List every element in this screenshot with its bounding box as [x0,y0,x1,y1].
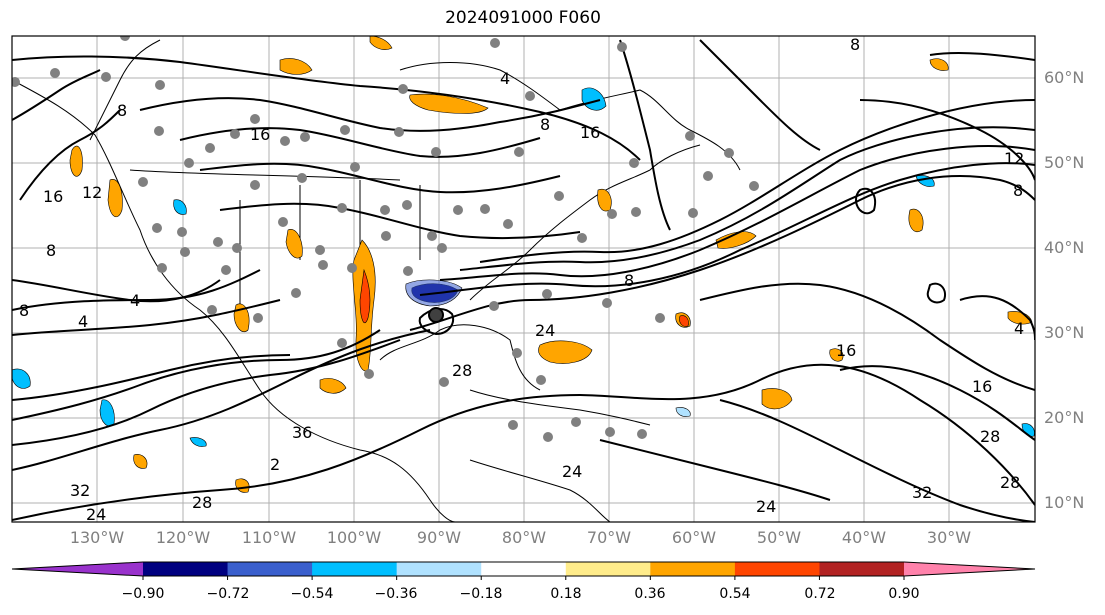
colorbar-segment [227,562,313,576]
lon-label-110w: 110°W [241,528,297,547]
colorbar-segment [565,562,651,576]
colorbar-tick: 0.54 [719,586,751,602]
contour-label: 8 [540,115,550,134]
lat-label-30n: 30°N [1044,323,1085,342]
lon-label-60w: 60°W [671,528,717,547]
lon-label-120w: 120°W [155,528,211,547]
contour-label: 16 [250,125,270,144]
lat-label-10n: 10°N [1044,493,1085,512]
contour-label: 8 [850,35,860,54]
lon-label-40w: 40°W [841,528,887,547]
lat-label-50n: 50°N [1044,153,1085,172]
lon-label-30w: 30°W [926,528,972,547]
lon-label-100w: 100°W [326,528,382,547]
colorbar-tick: 0.36 [634,586,666,602]
colorbar-tick: 0.90 [888,586,920,602]
map-frame [11,35,1036,523]
contour-label: 8 [46,241,56,260]
lon-label-70w: 70°W [586,528,632,547]
colorbar [11,561,1036,580]
contour-label: 36 [292,423,312,442]
colorbar-tick: −0.18 [459,586,503,602]
contour-label: 8 [624,271,634,290]
colorbar-segment [481,562,567,576]
contour-label: 16 [580,123,600,142]
colorbar-tick: 0.18 [550,586,582,602]
contour-label: 28 [192,493,212,512]
contour-label: 24 [86,505,106,524]
colorbar-tick: −0.54 [290,586,334,602]
map-title: 2024091000 F060 [445,8,601,28]
contour-label: 24 [756,497,776,516]
colorbar-segment [396,562,482,576]
colorbar-segment [650,562,736,576]
contour-label: 32 [70,481,90,500]
lat-label-40n: 40°N [1044,238,1085,257]
contour-label: 28 [452,361,472,380]
contour-label: 12 [82,183,102,202]
colorbar-segment [904,562,1035,576]
storm-center [428,307,444,323]
contour-lines [12,39,1035,522]
contour-label: 24 [562,462,582,481]
colorbar-tick: 0.72 [804,586,836,602]
colorbar-tick: −0.90 [121,586,165,602]
colorbar-tick: −0.72 [206,586,250,602]
colorbar-segment [734,562,820,576]
lon-label-50w: 50°W [756,528,802,547]
contour-label: 4 [500,69,510,88]
contour-label: 8 [1013,181,1023,200]
contour-label: 24 [535,321,555,340]
contour-label: 32 [912,483,932,502]
contour-label: 4 [78,312,88,331]
contour-label: 16 [836,341,856,360]
contour-label: 4 [1014,319,1024,338]
colorbar-segment [819,562,905,576]
contour-label: 8 [117,101,127,120]
contour-label-group: 4 4 4 4 8 8 8 8 8 8 8 12 12 16 16 16 16 … [19,35,1024,524]
lon-label-80w: 80°W [501,528,547,547]
contour-label: 16 [972,377,992,396]
observation-points [12,36,759,442]
colorbar-segment [312,562,398,576]
contour-label: 28 [980,427,1000,446]
lon-label-90w: 90°W [416,528,462,547]
contour-label: 2 [270,455,280,474]
contour-label: 4 [130,291,140,310]
contour-label: 12 [1004,149,1024,168]
lat-label-20n: 20°N [1044,408,1085,427]
colorbar-segment [143,562,229,576]
colorbar-segment [12,562,143,576]
contour-label: 8 [19,301,29,320]
contour-label: 28 [1000,473,1020,492]
lat-label-60n: 60°N [1044,68,1085,87]
contour-label: 16 [43,187,63,206]
lon-label-130w: 130°W [69,528,125,547]
colorbar-tick: −0.36 [374,586,418,602]
shaded-areas [12,36,1035,493]
